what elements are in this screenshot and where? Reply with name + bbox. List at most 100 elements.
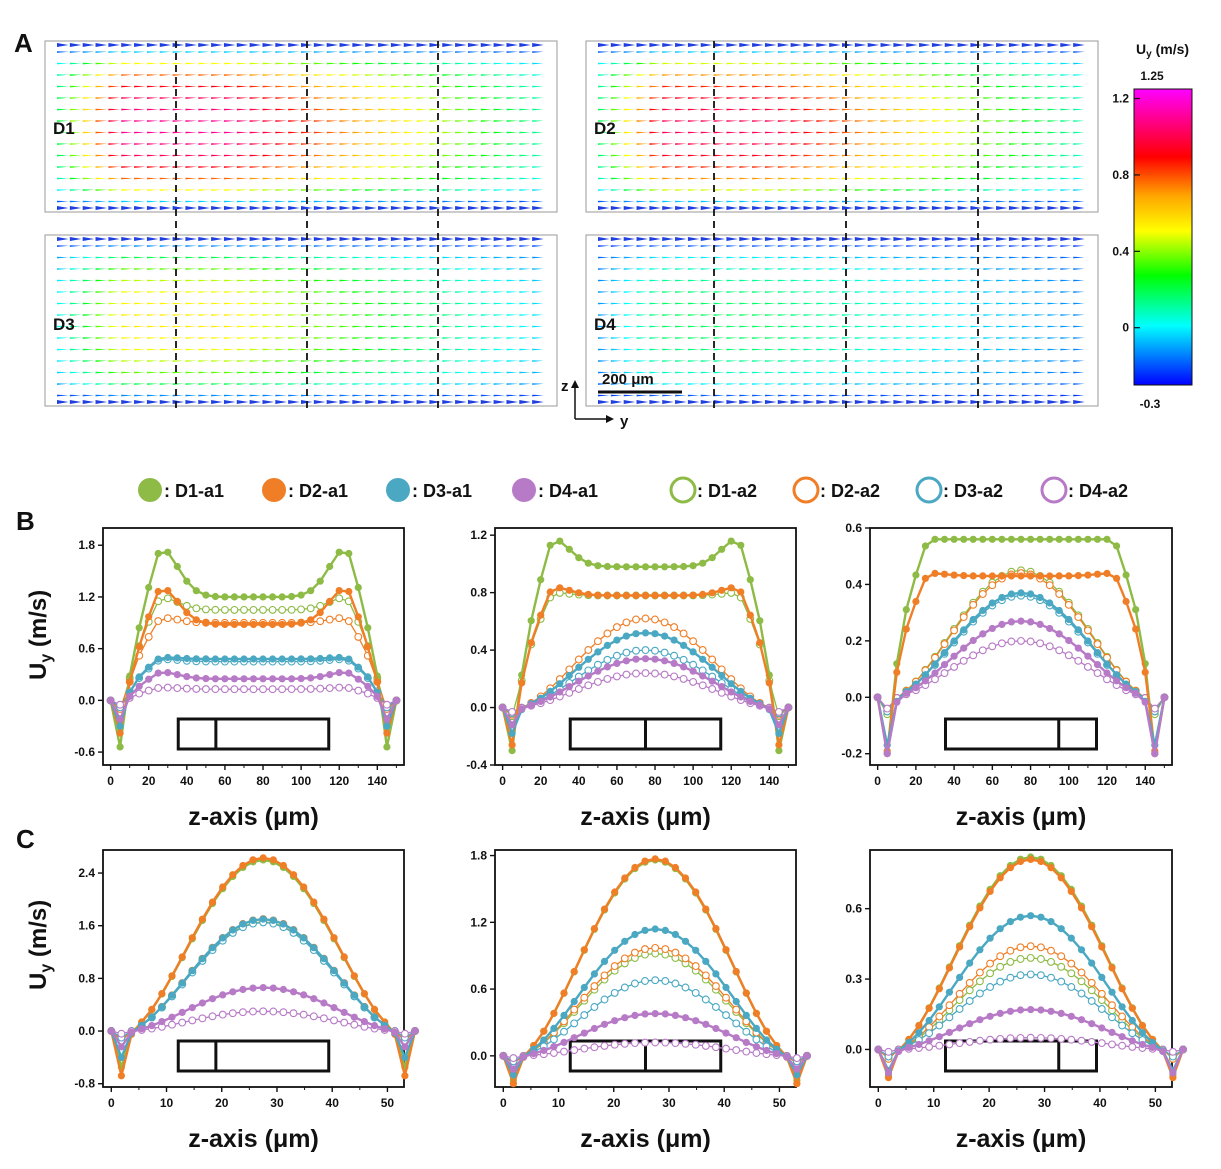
data-point	[1077, 977, 1086, 986]
data-point	[641, 629, 650, 637]
series-d1-a1	[874, 535, 1168, 758]
legend-marker	[386, 478, 410, 502]
data-point	[960, 644, 968, 652]
data-point	[975, 968, 984, 977]
x-axis-title: z-axis (μm)	[580, 803, 711, 831]
x-tick-label: 60	[986, 774, 1000, 788]
data-point	[965, 1037, 974, 1046]
data-point	[107, 696, 115, 705]
data-point	[202, 591, 210, 599]
data-point	[518, 705, 526, 713]
data-point	[330, 934, 338, 942]
data-point	[208, 898, 217, 906]
data-point	[1087, 986, 1096, 995]
data-point	[1027, 912, 1035, 920]
data-point	[201, 685, 210, 694]
data-point	[546, 687, 554, 696]
data-point	[154, 669, 162, 677]
data-point	[689, 562, 697, 570]
y-tick-label: 1.2	[470, 915, 487, 929]
data-point	[154, 655, 162, 663]
plot-frame	[869, 527, 1173, 766]
colorbar-tick-label: 0.4	[1112, 244, 1129, 258]
x-tick-label: 0	[500, 1096, 507, 1110]
data-point	[651, 976, 660, 985]
data-point	[1057, 977, 1066, 986]
data-point	[249, 593, 258, 601]
data-point	[671, 930, 680, 939]
data-point	[681, 874, 690, 882]
data-point	[354, 663, 362, 671]
data-point	[540, 1046, 548, 1055]
data-point	[641, 945, 649, 954]
data-point	[1006, 864, 1015, 872]
data-point	[1097, 1039, 1106, 1048]
data-point	[590, 982, 599, 991]
legend-marker	[792, 476, 820, 504]
data-point	[574, 685, 583, 693]
data-point	[306, 604, 315, 613]
data-point	[1055, 535, 1063, 543]
data-point	[689, 677, 698, 686]
x-tick-label: 100	[683, 774, 703, 788]
data-point	[717, 665, 726, 674]
data-point	[1067, 1035, 1076, 1044]
data-point	[883, 750, 891, 758]
data-point	[116, 743, 124, 751]
data-point	[188, 967, 196, 975]
data-point	[727, 680, 735, 688]
data-point	[590, 1003, 599, 1011]
data-point	[145, 583, 153, 592]
data-point	[173, 684, 182, 693]
data-point	[1149, 1043, 1157, 1051]
data-point	[988, 599, 996, 607]
line-charts: 0 20 40 60 80 100 120 140-0.60.00.61.21.8z-axis…	[74, 521, 1188, 1153]
data-point	[1006, 957, 1015, 966]
data-point	[935, 1003, 943, 1011]
data-point	[925, 1004, 933, 1012]
data-point	[622, 648, 631, 657]
data-point	[373, 678, 381, 686]
data-point	[249, 675, 258, 683]
data-point	[570, 1005, 579, 1014]
data-point	[575, 554, 583, 562]
data-point	[198, 999, 206, 1007]
data-point	[603, 591, 612, 600]
data-point	[737, 687, 745, 696]
data-point	[289, 1009, 298, 1018]
data-point	[183, 673, 191, 681]
data-point	[969, 600, 978, 609]
data-point	[708, 685, 717, 693]
data-point	[600, 1041, 609, 1050]
legend-label: : D1-a2	[697, 481, 757, 501]
data-point	[945, 1013, 954, 1022]
data-point	[1122, 597, 1130, 606]
x-tick-label: 0	[107, 774, 114, 788]
data-point	[622, 670, 631, 679]
data-point	[580, 983, 588, 992]
data-point	[1057, 874, 1065, 882]
data-point	[1007, 637, 1016, 646]
data-point	[1074, 535, 1082, 543]
data-point	[549, 1035, 558, 1044]
plot-frame	[494, 527, 797, 766]
data-point	[345, 587, 353, 596]
data-point	[269, 856, 277, 864]
y-tick-label: -0.4	[466, 758, 487, 772]
data-point	[1027, 1006, 1035, 1014]
data-point	[363, 689, 372, 698]
data-point	[931, 660, 939, 668]
legend-label: : D3-a1	[412, 481, 472, 501]
data-point	[641, 977, 649, 985]
data-point	[976, 904, 984, 912]
data-point	[1047, 1007, 1055, 1015]
legend-marker	[138, 478, 162, 502]
data-point	[164, 669, 172, 677]
data-point	[996, 962, 1005, 971]
data-point	[680, 591, 688, 600]
data-point	[556, 537, 564, 545]
data-point	[268, 605, 277, 614]
data-point	[259, 655, 267, 663]
data-point	[631, 1011, 639, 1020]
data-point	[288, 655, 296, 663]
